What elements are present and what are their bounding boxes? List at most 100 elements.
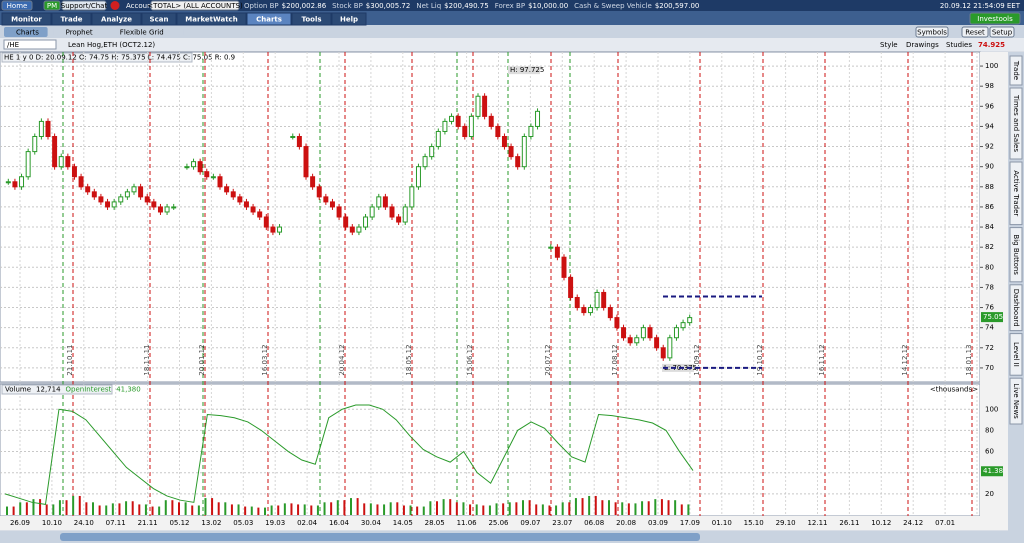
candle <box>634 337 640 344</box>
tab[interactable] <box>246 12 292 26</box>
candle <box>91 191 97 198</box>
volume-bar <box>488 505 491 515</box>
brand-button[interactable] <box>969 12 1021 25</box>
candle <box>521 136 527 168</box>
scroll-thumb[interactable] <box>60 533 700 541</box>
candle <box>58 156 64 168</box>
subtab-label[interactable]: Prophet <box>66 29 93 37</box>
volume-bar <box>316 505 319 515</box>
volume-bar <box>257 507 260 515</box>
subtab[interactable] <box>53 27 102 37</box>
tab[interactable] <box>291 12 332 26</box>
chart-tool[interactable]: Style <box>880 41 898 49</box>
home-button[interactable] <box>1 0 33 11</box>
toolbar-button[interactable] <box>961 26 989 38</box>
tab-label[interactable]: Scan <box>150 16 169 24</box>
subtab[interactable] <box>107 27 184 37</box>
side-tab-label[interactable]: Times and Sales <box>1012 94 1020 152</box>
subtab[interactable] <box>4 27 48 37</box>
side-tab[interactable] <box>1009 333 1023 376</box>
candle <box>640 327 646 339</box>
candle <box>323 196 329 203</box>
volume-bar <box>422 506 425 515</box>
volume-bar <box>495 503 498 515</box>
side-tab-label[interactable]: Live News <box>1012 383 1020 419</box>
side-tab[interactable] <box>1009 87 1023 160</box>
y-tick-label: 100 <box>985 62 998 70</box>
home[interactable]: Home <box>7 2 28 10</box>
subtab-label[interactable]: Charts <box>16 29 39 37</box>
subtab-label[interactable]: Flexible Grid <box>120 29 164 37</box>
volume-header <box>1 384 113 395</box>
volume-bar <box>561 502 564 515</box>
tab-label[interactable]: Help <box>340 16 358 24</box>
sub-bar <box>0 25 1024 38</box>
tab-label[interactable]: Monitor <box>11 16 42 24</box>
candle <box>157 206 163 213</box>
side-tab-label[interactable]: Level II <box>1012 342 1020 367</box>
expiry-label: 19.10.12 <box>756 344 764 375</box>
candle <box>12 181 18 188</box>
candle <box>488 115 494 127</box>
side-tab[interactable] <box>1009 227 1023 283</box>
side-tab-label[interactable]: Big Buttons <box>1012 234 1020 275</box>
volume-bar <box>555 505 558 515</box>
candle <box>329 201 335 208</box>
chart-tool[interactable]: Drawings <box>906 41 939 49</box>
y-tick-label: 82 <box>985 243 994 251</box>
side-tab[interactable] <box>1009 55 1023 86</box>
side-tab-label[interactable]: Dashboard <box>1012 289 1020 327</box>
toolbar[interactable]: Symbols <box>917 29 947 37</box>
account-button[interactable] <box>150 0 240 11</box>
balance-value: $200,002.86 <box>282 2 327 10</box>
volume-bar <box>429 501 432 515</box>
brand[interactable]: Investools <box>977 15 1013 23</box>
x-tick-label: 11.06 <box>457 519 478 527</box>
x-tick-label: 29.10 <box>776 519 796 527</box>
pm-button[interactable] <box>43 0 61 11</box>
toolbar[interactable]: Setup <box>992 29 1013 37</box>
candle <box>508 146 514 158</box>
side-tab[interactable] <box>1009 284 1023 332</box>
tab-label[interactable]: Analyze <box>101 16 132 24</box>
support-button[interactable] <box>61 0 107 11</box>
tab[interactable] <box>91 12 142 26</box>
volume-bar <box>449 499 452 515</box>
volume-bar <box>217 502 220 515</box>
tab-label[interactable]: Tools <box>301 16 321 24</box>
tab[interactable] <box>331 12 367 26</box>
tab-label[interactable]: Trade <box>61 16 83 24</box>
candle <box>85 186 91 193</box>
side-tab[interactable] <box>1009 161 1023 226</box>
chart-tool[interactable]: Studies <box>946 41 972 49</box>
toolbar[interactable]: Reset <box>965 29 985 37</box>
balance-value: $10,000.00 <box>528 2 568 10</box>
tab[interactable] <box>141 12 177 26</box>
volume-bar <box>436 501 438 515</box>
volume-bar <box>647 501 650 515</box>
side-tab-label[interactable]: Trade <box>1012 60 1020 80</box>
tab-label[interactable]: MarketWatch <box>185 16 237 24</box>
tab[interactable] <box>176 12 247 26</box>
candle <box>138 186 144 198</box>
tab[interactable] <box>51 12 92 26</box>
volume-bar <box>6 506 8 515</box>
side-tab[interactable] <box>1009 377 1023 425</box>
toolbar-button[interactable] <box>915 26 949 38</box>
volume-bar <box>65 500 68 515</box>
side-tab-label[interactable]: Active Trader <box>1012 170 1020 216</box>
candle <box>257 211 263 218</box>
candle <box>627 337 633 344</box>
account[interactable]: <TOTAL> (ALL ACCOUNTS) <box>147 2 243 10</box>
symbol-input[interactable] <box>3 39 57 50</box>
toolbar-button[interactable] <box>989 26 1015 38</box>
tab-label[interactable]: Charts <box>256 16 282 24</box>
balance-label: Option BP <box>244 2 279 10</box>
info-bar <box>1 52 193 63</box>
volume-bar <box>343 500 346 515</box>
tab[interactable] <box>1 12 52 26</box>
candle <box>356 226 362 233</box>
support[interactable]: Support/Chat <box>61 2 108 10</box>
candle <box>105 201 111 208</box>
pm[interactable]: PM <box>47 2 57 10</box>
